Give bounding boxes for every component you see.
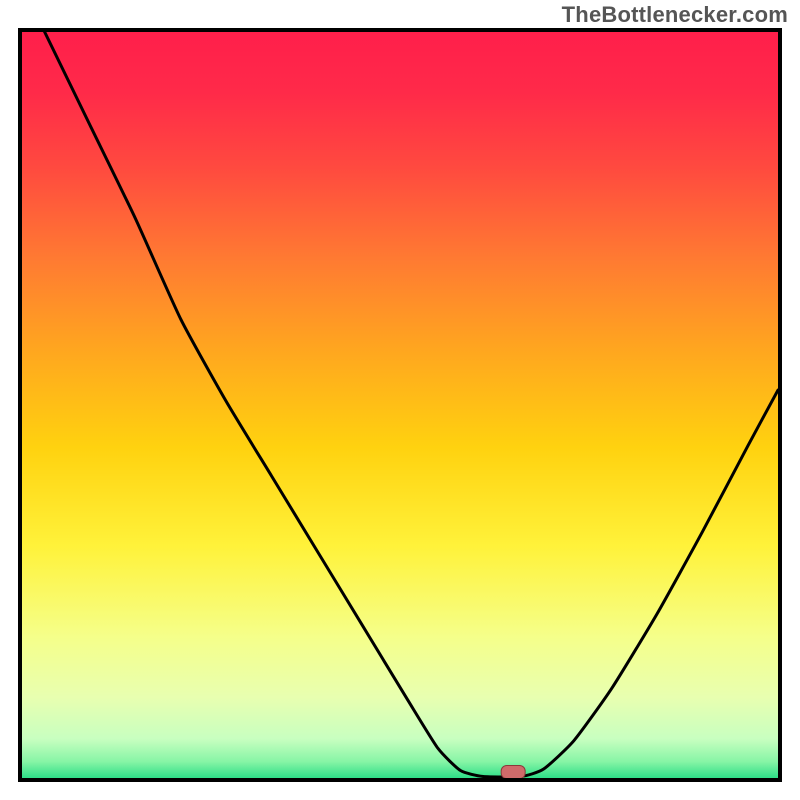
plot-area (18, 28, 782, 782)
bottleneck-curve (22, 32, 778, 778)
chart-container: TheBottlenecker.com (0, 0, 800, 800)
optimum-marker (501, 765, 526, 779)
watermark-text: TheBottlenecker.com (562, 2, 788, 28)
